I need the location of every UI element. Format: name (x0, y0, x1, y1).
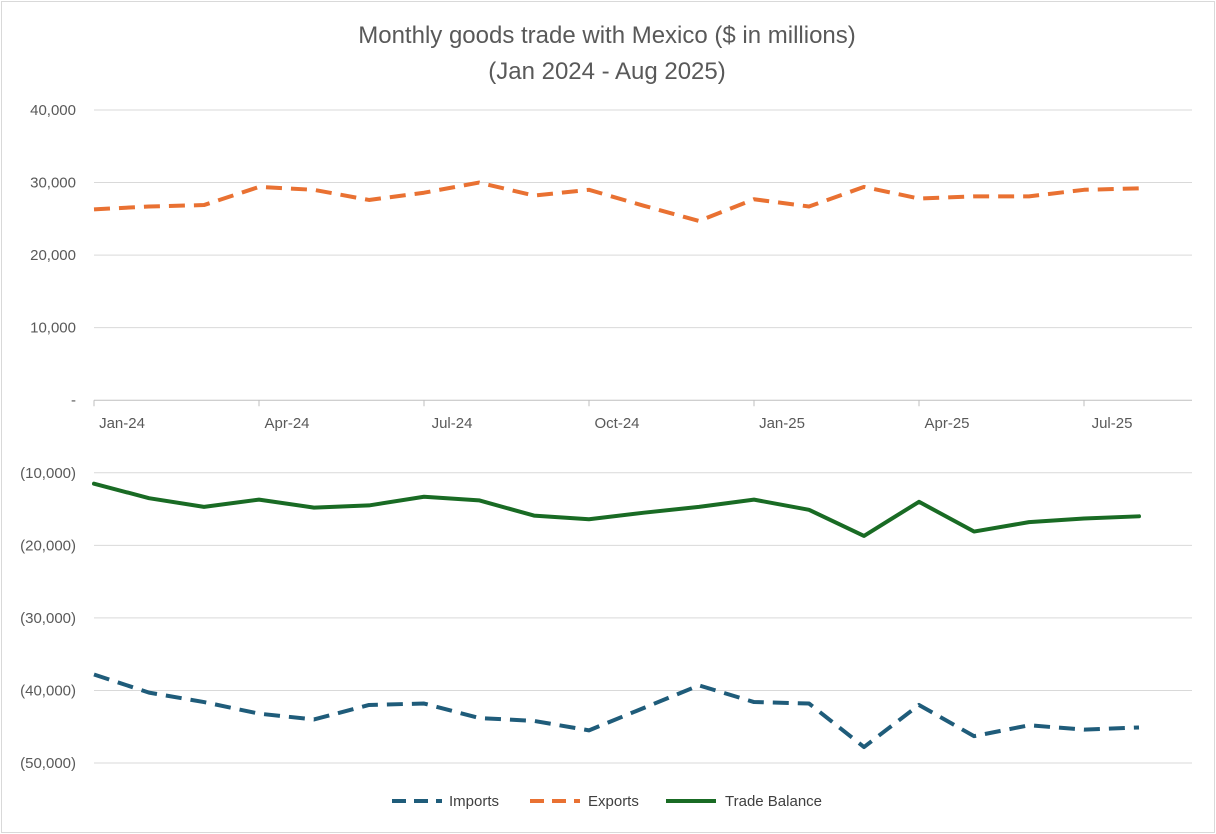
series-imports (91, 671, 1142, 750)
data-point (256, 497, 262, 503)
series-lines (91, 180, 1142, 750)
legend-item[interactable]: Trade Balance (666, 793, 822, 810)
data-point (751, 497, 757, 503)
data-point (806, 507, 812, 513)
legend-label: Exports (588, 793, 639, 810)
data-point (861, 744, 867, 750)
data-point (91, 206, 97, 212)
y-tick-label: 40,000 (30, 102, 76, 119)
data-point (586, 187, 592, 193)
y-tick-label: 10,000 (30, 320, 76, 337)
series-exports (91, 180, 1142, 224)
legend-item[interactable]: Imports (392, 793, 499, 810)
data-point (641, 203, 647, 209)
data-point (421, 494, 427, 500)
data-point (311, 505, 317, 511)
data-point (916, 196, 922, 202)
data-point (91, 481, 97, 487)
data-point (146, 495, 152, 501)
data-point (806, 701, 812, 707)
data-point (751, 699, 757, 705)
data-point (1081, 515, 1087, 521)
y-tick-label: (30,000) (20, 610, 76, 627)
data-point (421, 190, 427, 196)
data-point (916, 499, 922, 505)
series-trade-balance (91, 481, 1142, 539)
data-point (586, 727, 592, 733)
data-point (476, 497, 482, 503)
x-tick-label: Apr-25 (924, 415, 969, 432)
y-tick-label: (10,000) (20, 465, 76, 482)
data-point (696, 682, 702, 688)
data-point (1026, 519, 1032, 525)
data-point (476, 715, 482, 721)
data-point (696, 218, 702, 224)
data-point (201, 202, 207, 208)
data-point (201, 504, 207, 510)
y-tick-label: 20,000 (30, 247, 76, 264)
x-tick-label: Jul-24 (432, 415, 473, 432)
y-tick-label: (50,000) (20, 755, 76, 772)
data-point (476, 180, 482, 186)
legend-label: Imports (449, 793, 499, 810)
data-point (1081, 727, 1087, 733)
series-line (93, 672, 1140, 750)
data-point (256, 184, 262, 190)
data-point (531, 718, 537, 724)
data-point (311, 716, 317, 722)
data-point (146, 690, 152, 696)
legend[interactable]: Imports Exports Trade Balance (392, 793, 822, 810)
x-tick-label: Jan-25 (759, 415, 805, 432)
chart-subtitle: (Jan 2024 - Aug 2025) (488, 58, 726, 85)
data-point (696, 504, 702, 510)
data-point (1026, 193, 1032, 199)
chart-title: Monthly goods trade with Mexico ($ in mi… (358, 22, 856, 49)
data-point (201, 699, 207, 705)
y-tick-label: - (71, 392, 76, 409)
y-tick-label: 30,000 (30, 175, 76, 192)
x-tick-label: Jul-25 (1092, 415, 1133, 432)
data-point (971, 529, 977, 535)
data-point (366, 502, 372, 508)
data-point (971, 193, 977, 199)
series-line (93, 180, 1140, 224)
data-point (366, 702, 372, 708)
data-point (641, 705, 647, 711)
y-tick-label: (20,000) (20, 537, 76, 554)
data-point (586, 516, 592, 522)
x-axis: Jan-24 Apr-24 Jul-24 Oct-24 Jan-25 Apr-25 Jul-… (93, 399, 1192, 432)
data-point (916, 702, 922, 708)
x-tick-label: Oct-24 (594, 415, 639, 432)
x-tick-label: Jan-24 (99, 415, 145, 432)
legend-label: Trade Balance (725, 793, 822, 810)
x-tick-label: Apr-24 (264, 415, 309, 432)
data-point (531, 513, 537, 519)
data-point (1136, 513, 1142, 519)
data-point (751, 196, 757, 202)
y-axis-ticks: 40,000 30,000 20,000 10,000 - (10,000) (20,000… (20, 102, 76, 772)
data-point (1136, 724, 1142, 730)
data-point (641, 510, 647, 516)
data-point (311, 187, 317, 193)
data-point (531, 193, 537, 199)
data-point (146, 203, 152, 209)
data-point (1136, 185, 1142, 191)
data-point (1026, 722, 1032, 728)
data-point (971, 733, 977, 739)
data-point (91, 671, 97, 677)
legend-item[interactable]: Exports (530, 793, 639, 810)
series-line (92, 481, 1141, 538)
data-point (366, 197, 372, 203)
data-point (861, 533, 867, 539)
gridlines (94, 109, 1192, 764)
data-point (256, 711, 262, 717)
data-point (421, 701, 427, 707)
data-point (806, 203, 812, 209)
y-tick-label: (40,000) (20, 682, 76, 699)
data-point (861, 184, 867, 190)
data-point (1081, 187, 1087, 193)
